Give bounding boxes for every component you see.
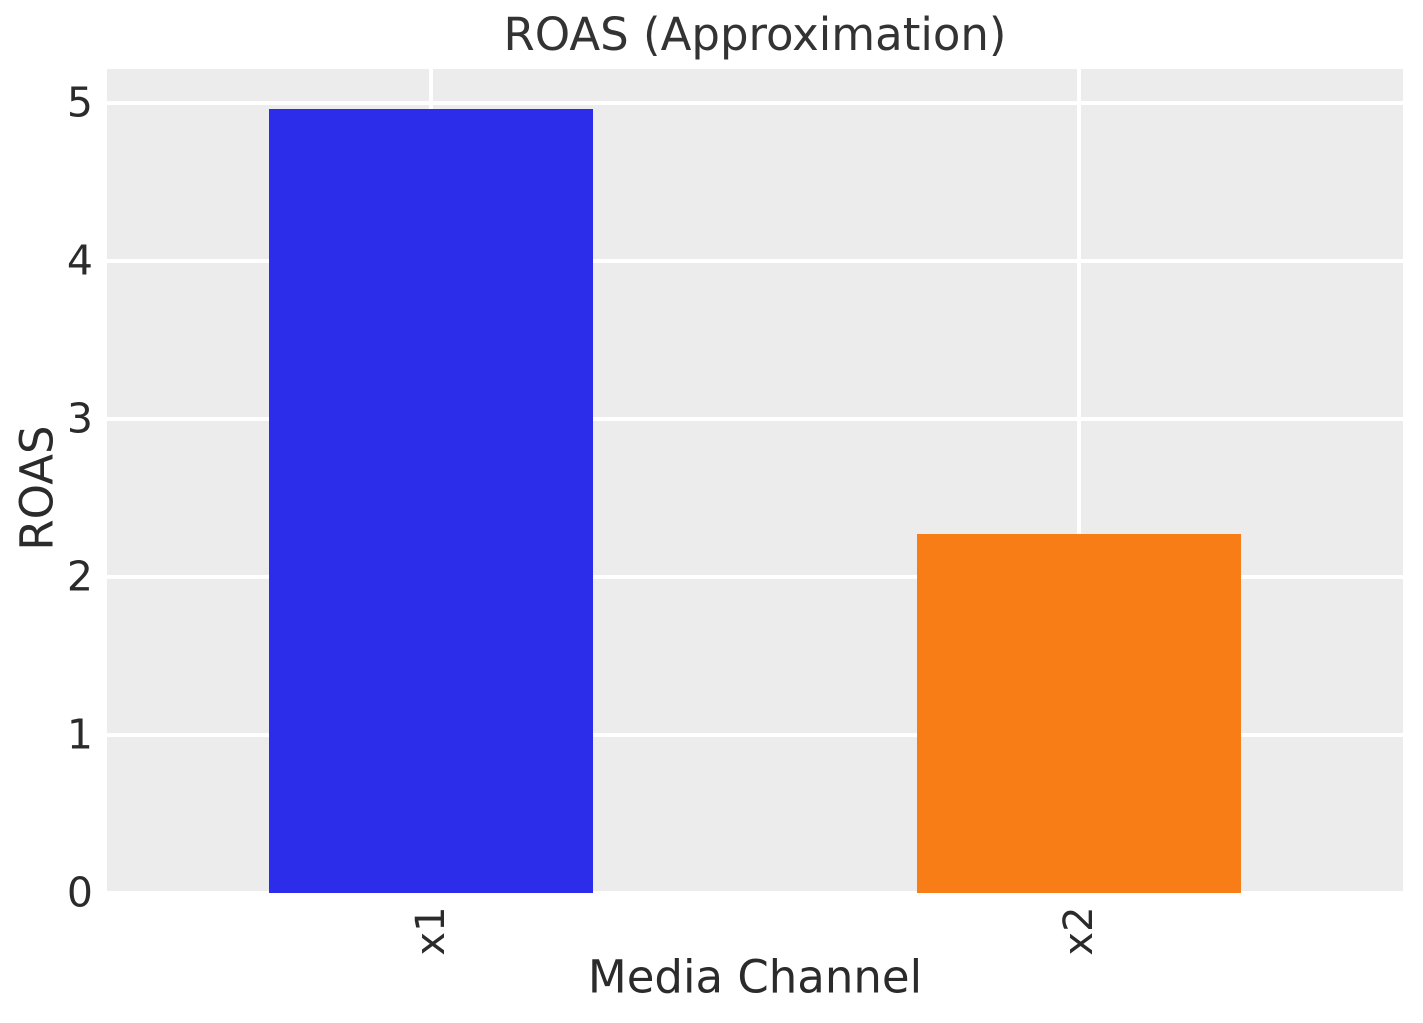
bar-x2 — [917, 534, 1241, 893]
y-tick-label: 5 — [66, 78, 93, 127]
x-tick-label-x1: x1 — [408, 906, 454, 956]
y-tick-label: 3 — [66, 394, 93, 443]
chart-title: ROAS (Approximation) — [503, 8, 1007, 61]
x-gridline — [1077, 69, 1081, 893]
y-gridline — [107, 258, 1403, 263]
y-tick-label: 4 — [66, 236, 93, 285]
x-axis-label: Media Channel — [587, 950, 923, 1004]
y-gridline — [107, 574, 1403, 579]
y-tick-label: 1 — [66, 710, 93, 759]
y-tick-label: 2 — [66, 552, 93, 601]
bar-x1 — [269, 109, 593, 893]
y-gridline — [107, 416, 1403, 421]
x-tick-label-x2: x2 — [1056, 906, 1102, 956]
y-axis-label: ROAS — [10, 425, 64, 551]
y-gridline — [107, 732, 1403, 737]
y-gridline — [107, 891, 1403, 895]
y-tick-label: 0 — [66, 868, 93, 917]
plot-area — [107, 69, 1403, 895]
y-gridline — [107, 100, 1403, 105]
